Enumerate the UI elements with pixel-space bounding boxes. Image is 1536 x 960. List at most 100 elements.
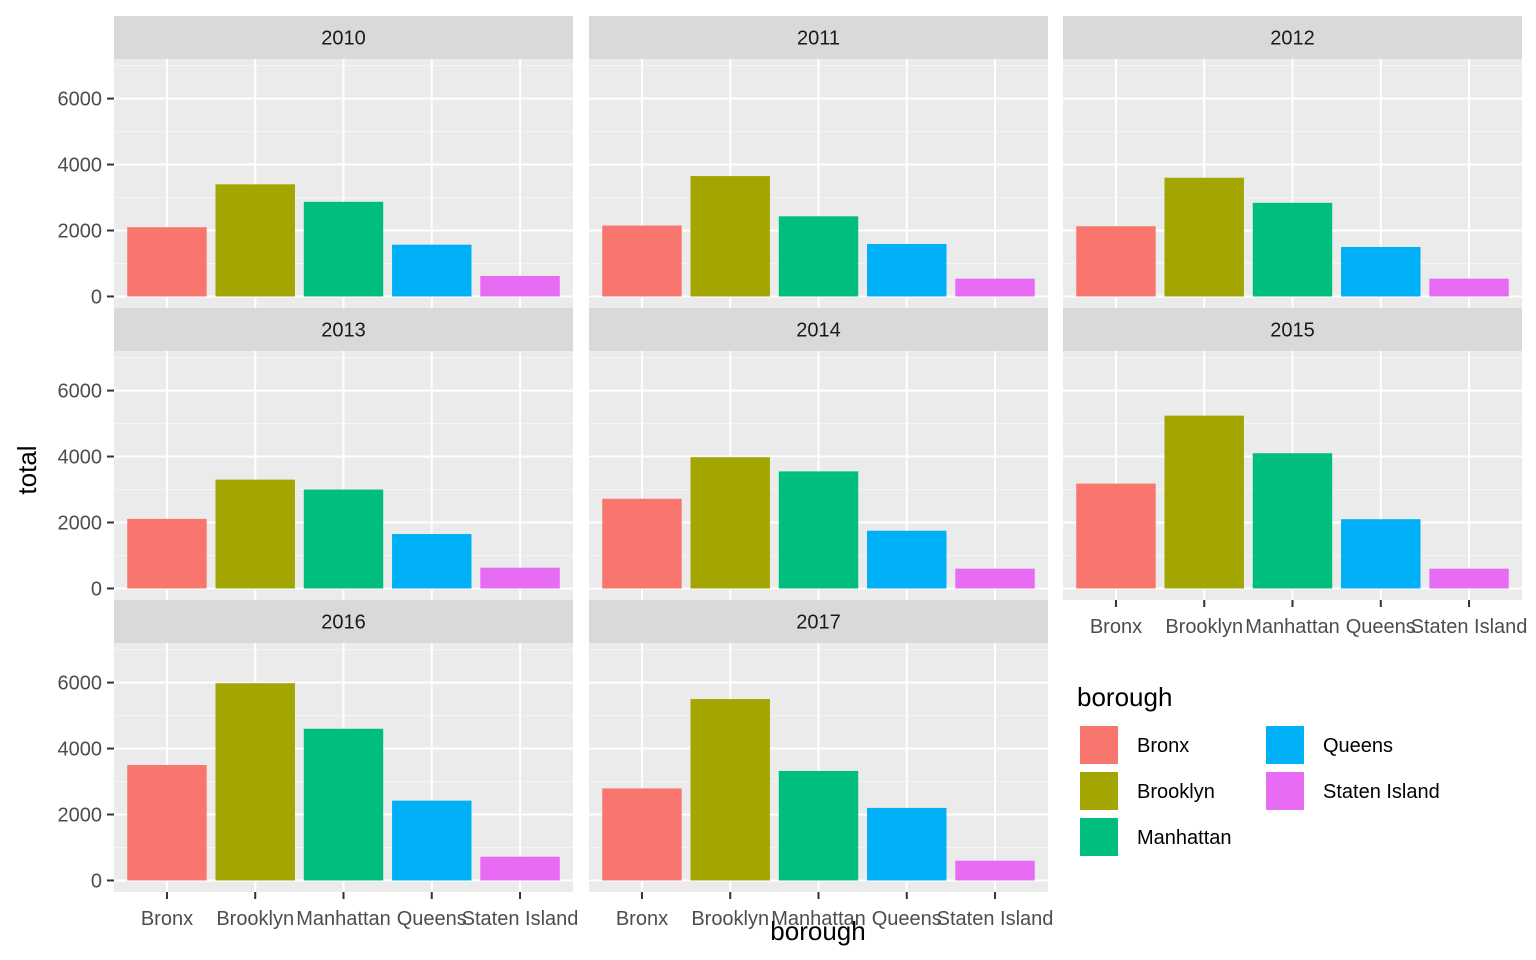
bar-2012-bronx xyxy=(1076,226,1156,297)
y-tick-label: 0 xyxy=(91,578,102,600)
legend-label-bronx: Bronx xyxy=(1137,735,1189,757)
bar-2016-manhattan xyxy=(303,728,384,881)
facet-panel-2010: 2010 0 2000 4000 6000 xyxy=(58,16,573,315)
x-tick-label: Bronx xyxy=(141,908,193,930)
facet-panel-2012: 2012 xyxy=(1063,16,1522,315)
x-tick-label: Brooklyn xyxy=(1165,616,1243,638)
legend-key-bronx xyxy=(1078,724,1120,766)
bar-2013-brooklyn xyxy=(215,479,295,589)
y-tick-label: 2000 xyxy=(58,804,103,826)
legend-key-staten-island xyxy=(1264,770,1306,812)
facet-strip-label: 2014 xyxy=(796,320,841,342)
bar-2011-queens xyxy=(867,244,947,297)
facet-panels: 2010 0 2000 4000 6000 2011 2012 2013 0 2000 4000 60… xyxy=(58,16,1527,930)
bar-2014-queens xyxy=(867,530,947,589)
bar-2017-queens xyxy=(867,807,947,881)
bar-2014-staten-island xyxy=(955,568,1035,589)
bar-2012-queens xyxy=(1341,246,1421,297)
bar-2010-brooklyn xyxy=(215,184,295,297)
bar-2016-queens xyxy=(392,800,472,881)
facet-strip xyxy=(589,600,1048,643)
facet-strip xyxy=(114,600,573,643)
bar-2010-staten-island xyxy=(480,276,560,297)
bar-2015-bronx xyxy=(1076,483,1156,589)
facet-strip-label: 2017 xyxy=(796,612,841,634)
legend-label-queens: Queens xyxy=(1323,735,1393,757)
facet-strip xyxy=(589,308,1048,351)
legend: borough Bronx Brooklyn Manhattan Queens Stat… xyxy=(1077,682,1440,858)
x-tick-label: Staten Island xyxy=(1411,616,1528,638)
facet-strip-label: 2013 xyxy=(321,320,366,342)
bar-2016-brooklyn xyxy=(215,683,295,881)
bar-2016-bronx xyxy=(127,765,207,881)
bar-2012-brooklyn xyxy=(1164,177,1244,297)
facet-strip-label: 2016 xyxy=(321,612,366,634)
y-tick-label: 6000 xyxy=(58,381,103,403)
facet-panel-2013: 2013 0 2000 4000 6000 xyxy=(58,308,573,607)
x-tick-label: Manhattan xyxy=(1245,616,1340,638)
bar-2011-bronx xyxy=(602,225,682,297)
bar-2014-bronx xyxy=(602,498,682,589)
bar-2015-manhattan xyxy=(1252,453,1333,589)
bar-2015-brooklyn xyxy=(1164,415,1244,589)
x-tick-label: Manhattan xyxy=(296,908,391,930)
y-tick-label: 2000 xyxy=(58,220,103,242)
bar-2012-manhattan xyxy=(1252,202,1333,297)
x-tick-label: Staten Island xyxy=(937,908,1054,930)
x-tick-label: Queens xyxy=(1346,616,1416,638)
facet-strip xyxy=(114,308,573,351)
y-tick-label: 6000 xyxy=(58,673,103,695)
x-tick-label: Staten Island xyxy=(462,908,579,930)
y-tick-label: 4000 xyxy=(58,155,103,177)
facet-strip-label: 2011 xyxy=(797,28,840,50)
bar-2014-brooklyn xyxy=(690,457,770,589)
bar-2011-manhattan xyxy=(778,216,859,297)
bar-2012-staten-island xyxy=(1429,278,1509,297)
legend-title: borough xyxy=(1077,682,1172,712)
bar-2017-staten-island xyxy=(955,860,1035,881)
facet-strip-label: 2010 xyxy=(321,28,366,50)
bar-2017-manhattan xyxy=(778,770,859,881)
x-axis-title: borough xyxy=(770,916,865,946)
y-axis-title: total xyxy=(12,445,42,494)
bar-2010-manhattan xyxy=(303,201,384,297)
x-tick-label: Bronx xyxy=(1090,616,1142,638)
x-tick-label: Queens xyxy=(397,908,467,930)
facet-strip-label: 2012 xyxy=(1270,28,1315,50)
x-tick-label: Queens xyxy=(872,908,942,930)
bar-2017-bronx xyxy=(602,788,682,881)
x-tick-label: Bronx xyxy=(616,908,668,930)
legend-key-brooklyn xyxy=(1078,770,1120,812)
legend-label-brooklyn: Brooklyn xyxy=(1137,781,1215,803)
y-tick-label: 4000 xyxy=(58,447,103,469)
facet-panel-2016: 2016 0 2000 4000 6000 Bronx Brooklyn Manhattan Q… xyxy=(58,600,579,930)
legend-label-staten-island: Staten Island xyxy=(1323,781,1440,803)
y-tick-label: 0 xyxy=(91,286,102,308)
bar-2014-manhattan xyxy=(778,471,859,589)
bar-2015-staten-island xyxy=(1429,568,1509,589)
y-tick-label: 6000 xyxy=(58,89,103,111)
legend-key-manhattan xyxy=(1078,816,1120,858)
y-tick-label: 0 xyxy=(91,870,102,892)
bar-2010-bronx xyxy=(127,227,207,297)
y-tick-label: 2000 xyxy=(58,512,103,534)
y-tick-label: 4000 xyxy=(58,739,103,761)
bar-2016-staten-island xyxy=(480,856,560,881)
facet-strip xyxy=(589,16,1048,59)
legend-key-queens xyxy=(1264,724,1306,766)
bar-2011-brooklyn xyxy=(690,176,770,297)
x-tick-label: Brooklyn xyxy=(216,908,294,930)
facet-strip xyxy=(1063,16,1522,59)
facet-strip xyxy=(114,16,573,59)
bar-2013-bronx xyxy=(127,518,207,589)
bar-2013-staten-island xyxy=(480,567,560,589)
facet-strip xyxy=(1063,308,1522,351)
facet-panel-2011: 2011 xyxy=(589,16,1048,315)
facet-panel-2014: 2014 xyxy=(589,308,1048,607)
legend-label-manhattan: Manhattan xyxy=(1137,827,1232,849)
bar-2010-queens xyxy=(392,244,472,297)
bar-2011-staten-island xyxy=(955,278,1035,297)
